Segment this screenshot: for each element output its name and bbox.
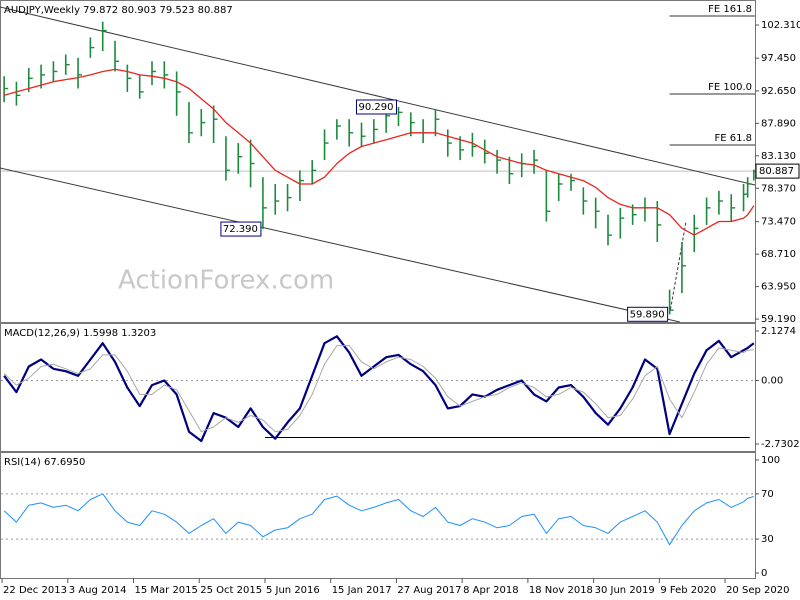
last-price-label: 80.887: [759, 166, 794, 177]
fe-level-label: FE 61.8: [714, 133, 752, 144]
x-tick-label: 3 Aug 2014: [69, 585, 127, 596]
y-tick-label: 68.710: [761, 249, 796, 260]
indicator-line: [3, 335, 755, 443]
trend-line: [0, 6, 756, 186]
y-tick-label: -2.7302: [761, 439, 800, 450]
x-tick-label: 20 Sep 2020: [726, 585, 789, 596]
y-tick-label: 87.890: [761, 118, 796, 129]
fe-level-label: FE 100.0: [708, 82, 752, 93]
x-tick-label: 25 Oct 2015: [200, 585, 262, 596]
x-tick-label: 8 Apr 2018: [463, 585, 518, 596]
fe-level-label: FE 161.8: [708, 4, 752, 15]
panel-title: MACD(12,26,9) 1.5998 1.3203: [4, 328, 156, 339]
x-tick-label: 22 Dec 2013: [3, 585, 67, 596]
x-tick-label: 5 Jun 2016: [266, 585, 320, 596]
annotation-box: [355, 99, 397, 115]
x-tick-label: 9 Feb 2020: [660, 585, 716, 596]
y-tick-label: 0.00: [761, 375, 783, 386]
indicator-line: [3, 345, 754, 433]
last-price-box: [755, 163, 800, 179]
y-tick-label: 70: [761, 489, 774, 500]
y-tick-label: 59.190: [761, 314, 796, 325]
x-tick-label: 18 Nov 2018: [529, 585, 593, 596]
y-tick-label: 73.470: [761, 217, 796, 228]
panel-frame: [0, 323, 756, 452]
moving-average: [3, 68, 755, 236]
panel-frame: [0, 0, 756, 323]
annotation-box: [220, 221, 262, 237]
x-tick-label: 30 Jun 2019: [595, 585, 655, 596]
annotation-label: 72.390: [223, 224, 258, 235]
y-tick-label: 102.310: [761, 20, 800, 31]
y-tick-label: 63.950: [761, 282, 796, 293]
y-tick-label: 2.1274: [761, 326, 796, 337]
panel-title: RSI(14) 67.6950: [4, 457, 85, 468]
annotation-box: [627, 306, 669, 322]
trend-line: [0, 167, 680, 323]
trend-line: [669, 221, 687, 315]
y-tick-label: 97.450: [761, 53, 796, 64]
annotation-label: 90.290: [358, 102, 393, 113]
y-tick-label: 78.370: [761, 183, 796, 194]
x-tick-label: 27 Aug 2017: [397, 585, 461, 596]
watermark: ActionForex.com: [118, 266, 334, 296]
annotation-label: 59.890: [630, 309, 665, 320]
x-tick-label: 15 Mar 2015: [135, 585, 198, 596]
panel-title: AUDJPY,Weekly 79.872 80.903 79.523 80.88…: [4, 5, 233, 16]
y-tick-label: 0: [761, 568, 767, 579]
y-tick-label: 83.130: [761, 151, 796, 162]
y-tick-label: 30: [761, 534, 774, 545]
panel-frame: [0, 452, 756, 579]
indicator-line: [3, 493, 754, 546]
y-tick-label: 92.650: [761, 86, 796, 97]
y-tick-label: 100: [761, 455, 780, 466]
x-tick-label: 15 Jan 2017: [332, 585, 392, 596]
